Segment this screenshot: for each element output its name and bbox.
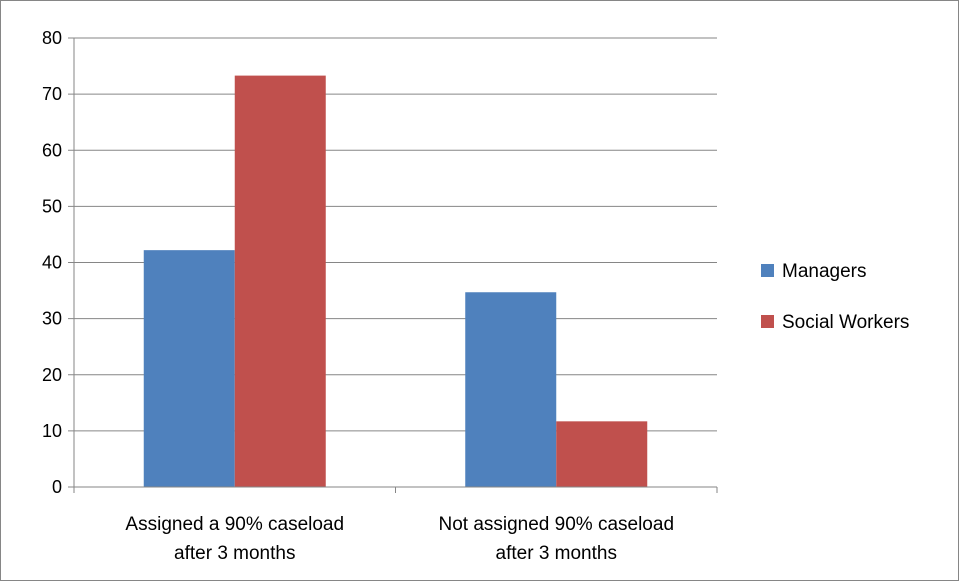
y-tick-label: 10: [42, 421, 62, 441]
y-axis-ticks: 0 10 20 30 40 50 60 70 80: [42, 28, 74, 497]
bar-social-workers-1: [556, 421, 648, 487]
y-tick-label: 60: [42, 140, 62, 160]
y-tick-label: 0: [52, 477, 62, 497]
x-axis-labels: Assigned a 90% caseload after 3 months Not…: [125, 514, 674, 564]
y-tick-label: 20: [42, 365, 62, 385]
x-category-label: Assigned a 90% caseload after 3 months: [125, 514, 344, 564]
y-tick-label: 40: [42, 253, 62, 273]
bar-managers-0: [143, 250, 235, 487]
legend-swatch-social-workers: [761, 315, 774, 328]
bars: [143, 75, 648, 487]
bar-managers-1: [465, 292, 557, 487]
bar-social-workers-0: [234, 75, 326, 487]
y-tick-label: 30: [42, 309, 62, 329]
x-category-label: Not assigned 90% caseload after 3 months: [438, 514, 674, 564]
y-tick-label: 70: [42, 84, 62, 104]
y-tick-label: 80: [42, 28, 62, 48]
legend-label-social-workers: Social Workers: [782, 312, 909, 333]
legend-swatch-managers: [761, 264, 774, 277]
legend: Managers Social Workers: [761, 261, 909, 333]
legend-label-managers: Managers: [782, 261, 867, 282]
y-tick-label: 50: [42, 196, 62, 216]
